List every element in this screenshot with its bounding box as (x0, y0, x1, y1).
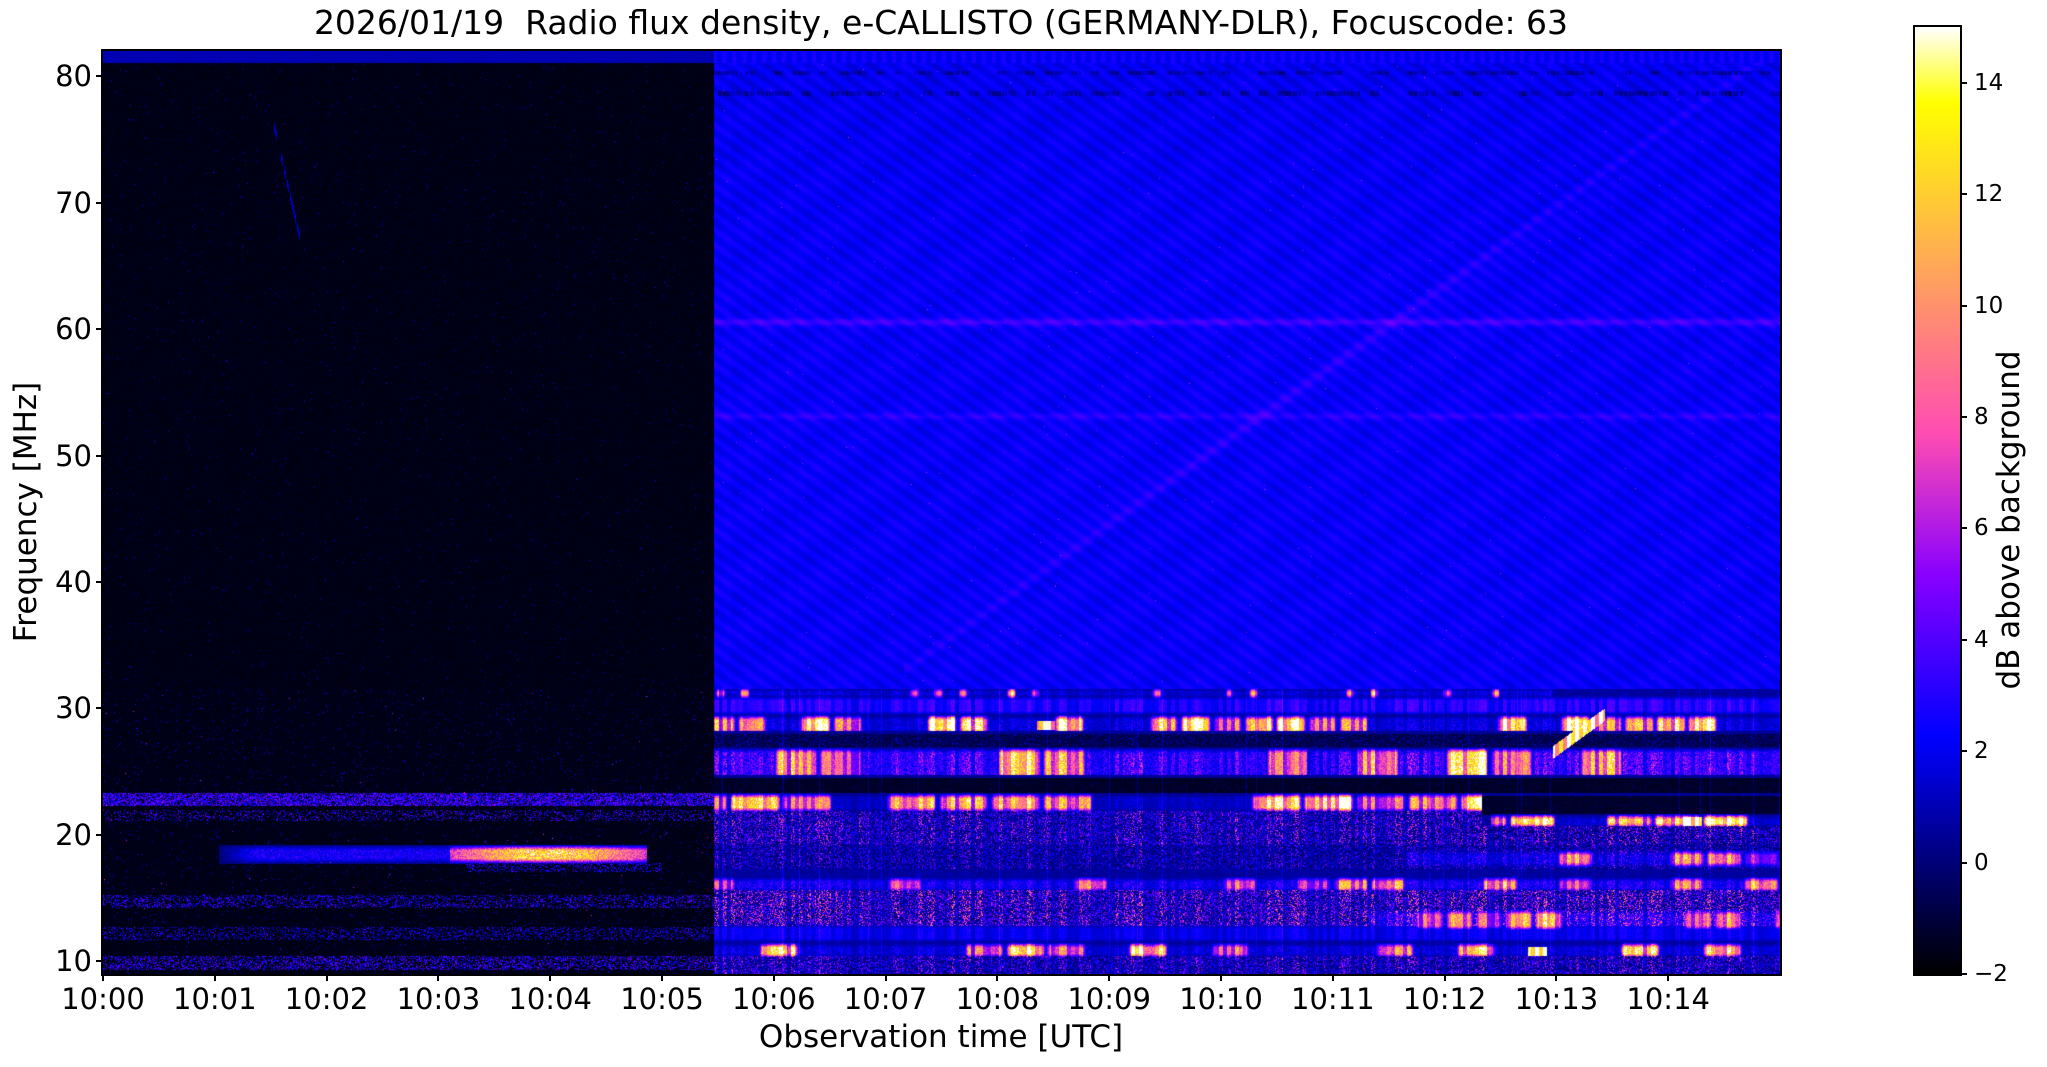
x-tick-label: 10:09 (1067, 982, 1151, 1016)
colorbar-tick-label: 6 (1974, 515, 1989, 542)
colorbar-tick-label: 8 (1974, 403, 1989, 430)
spectrogram-heatmap (103, 51, 1780, 974)
x-tick-mark (1443, 974, 1446, 981)
colorbar-tick-mark (1960, 81, 1967, 84)
colorbar-tick-mark (1960, 304, 1967, 307)
x-tick-label: 10:02 (284, 982, 369, 1016)
y-tick-label: 40 (55, 565, 92, 600)
x-tick-label: 10:14 (1626, 982, 1710, 1016)
x-tick-mark (1667, 974, 1670, 981)
colorbar-tick-mark (1960, 193, 1967, 196)
y-tick-label: 80 (55, 59, 92, 94)
x-tick-label: 10:10 (1179, 982, 1263, 1016)
y-tick-mark (96, 201, 103, 204)
colorbar-tick-mark (1960, 638, 1967, 641)
y-tick-label: 50 (55, 438, 92, 473)
chart-title: 2026/01/19 Radio flux density, e-CALLIST… (313, 3, 1569, 42)
x-tick-mark (325, 974, 328, 981)
y-axis-label: Frequency [MHz] (8, 381, 44, 643)
colorbar-tick-label: 10 (1974, 292, 2004, 319)
x-tick-mark (1555, 974, 1558, 981)
x-tick-mark (213, 974, 216, 981)
x-tick-mark (1220, 974, 1222, 981)
x-tick-label: 10:07 (843, 982, 928, 1016)
y-tick-mark (96, 75, 103, 78)
colorbar-tick-label: 12 (1974, 181, 2004, 208)
colorbar-tick-mark (1960, 973, 1967, 975)
x-tick-label: 10:03 (396, 982, 481, 1016)
colorbar-gradient (1915, 27, 1960, 974)
x-tick-label: 10:00 (61, 982, 145, 1016)
colorbar-tick-label: 2 (1974, 738, 1989, 765)
colorbar-tick-label: 0 (1974, 849, 1989, 876)
x-tick-label: 10:08 (955, 982, 1040, 1016)
x-tick-mark (996, 974, 999, 981)
x-tick-mark (772, 974, 775, 981)
y-tick-label: 60 (55, 312, 92, 347)
y-tick-mark (96, 833, 103, 836)
colorbar-tick-mark (1960, 527, 1967, 530)
x-tick-label: 10:11 (1291, 982, 1375, 1016)
x-tick-mark (549, 974, 552, 981)
x-tick-mark (1331, 974, 1334, 981)
x-tick-label: 10:05 (620, 982, 704, 1016)
x-tick-mark (884, 974, 887, 981)
y-tick-mark (96, 960, 103, 963)
x-tick-label: 10:06 (732, 982, 816, 1016)
y-tick-mark (96, 581, 103, 584)
x-tick-label: 10:04 (508, 982, 592, 1016)
y-tick-label: 20 (55, 817, 92, 852)
y-tick-mark (96, 707, 103, 710)
y-tick-mark (96, 454, 103, 457)
x-tick-mark (1108, 974, 1111, 981)
colorbar-tick-mark (1960, 861, 1967, 864)
colorbar-tick-mark (1960, 415, 1967, 418)
x-axis-label: Observation time [UTC] (758, 1019, 1124, 1055)
x-tick-mark (661, 974, 663, 981)
x-tick-label: 10:13 (1514, 982, 1599, 1016)
colorbar-label: dB above background (1991, 350, 2027, 690)
colorbar-tick-label: 4 (1974, 626, 1989, 653)
y-tick-mark (96, 328, 103, 331)
colorbar-tick-label: −2 (1974, 961, 2008, 987)
x-tick-label: 10:12 (1402, 982, 1487, 1016)
y-tick-label: 30 (55, 691, 92, 726)
y-tick-label: 10 (55, 944, 92, 979)
x-tick-mark (102, 974, 104, 981)
x-tick-mark (437, 974, 440, 981)
y-tick-label: 70 (55, 185, 92, 220)
colorbar-tick-label: 14 (1974, 69, 2004, 96)
colorbar-tick-mark (1960, 750, 1967, 753)
x-tick-label: 10:01 (173, 982, 257, 1016)
